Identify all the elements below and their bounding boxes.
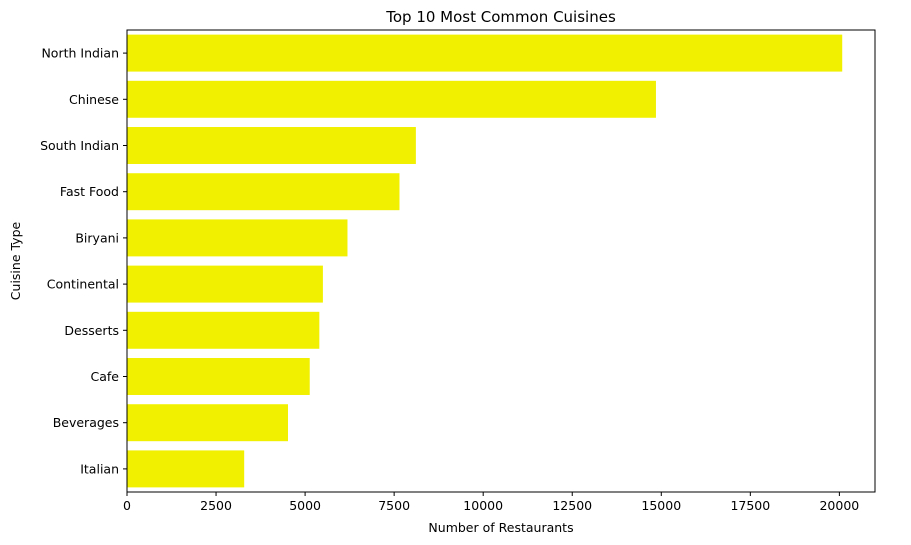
y-axis-title: Cuisine Type (8, 221, 23, 300)
x-tick-label: 17500 (730, 498, 770, 513)
bar (127, 34, 843, 72)
x-tick-label: 7500 (378, 498, 410, 513)
y-tick-label: Beverages (53, 415, 119, 430)
x-tick-label: 5000 (289, 498, 321, 513)
y-tick-label: South Indian (40, 138, 119, 153)
bar (127, 173, 400, 211)
x-tick-label: 12500 (552, 498, 592, 513)
y-tick-label: Cafe (91, 369, 120, 384)
x-axis-title: Number of Restaurants (428, 520, 573, 535)
bar (127, 450, 245, 488)
bar (127, 219, 348, 257)
y-tick-label: Continental (47, 277, 119, 292)
bar (127, 358, 310, 395)
x-tick-label: 20000 (819, 498, 859, 513)
bar (127, 127, 416, 164)
y-tick-label: Chinese (69, 92, 119, 107)
y-tick-label: Fast Food (60, 184, 119, 199)
y-tick-labels: North Indian Chinese South Indian Fast Food… (40, 46, 127, 476)
x-tick-label: 0 (123, 498, 131, 513)
x-tick-labels: 0 2500 5000 7500 10000 12500 15000 17500 20000 (123, 492, 859, 513)
bars-layer (127, 34, 843, 488)
x-tick-label: 10000 (463, 498, 503, 513)
x-tick-label: 2500 (200, 498, 232, 513)
y-tick-label: Desserts (64, 323, 119, 338)
bar (127, 311, 320, 349)
bar (127, 265, 323, 303)
x-tick-label: 15000 (641, 498, 681, 513)
y-tick-label: Italian (80, 461, 119, 476)
plot-frame (126, 29, 876, 493)
bar (127, 80, 656, 118)
y-tick-label: North Indian (41, 46, 119, 61)
y-tick-label: Biryani (75, 230, 119, 245)
chart-title: Top 10 Most Common Cuisines (385, 8, 616, 26)
bar (127, 404, 288, 442)
